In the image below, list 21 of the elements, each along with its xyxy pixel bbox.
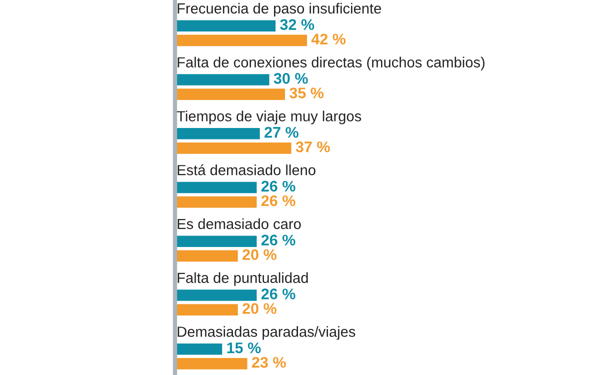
y-tick-label: Falta de conexiones directas (muchos cambios) (178, 56, 484, 70)
data-label: 15 % (227, 342, 261, 354)
data-label: 37 % (296, 141, 330, 152)
data-label: 30 % (274, 73, 308, 84)
data-label: 26 % (261, 195, 296, 206)
data-label: 20 % (242, 249, 276, 260)
data-label: 35 % (290, 88, 324, 98)
y-tick-label: Tiempos de viaje muy largos (176, 110, 362, 124)
data-label: 20 % (242, 303, 276, 314)
y-tick-label: Es demasiado caro (178, 218, 301, 230)
data-label: 26 % (261, 180, 296, 192)
data-label: 26 % (261, 234, 296, 246)
y-tick-label: Demasiadas paradas/viajes (178, 326, 356, 340)
data-label: 42 % (311, 34, 346, 44)
y-tick-label: Falta de puntualidad (178, 272, 308, 286)
y-tick-label: Está demasiado lleno (178, 164, 316, 176)
data-label: 32 % (280, 19, 314, 30)
data-label: 26 % (261, 288, 296, 300)
data-label: 23 % (252, 356, 286, 368)
y-tick-label: Frecuencia de paso insuficiente (178, 2, 382, 16)
data-label: 27 % (264, 126, 298, 138)
